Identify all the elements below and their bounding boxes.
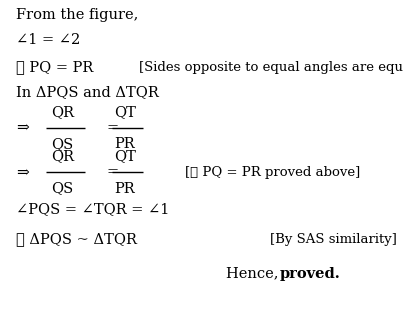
Text: Hence,: Hence, bbox=[226, 267, 283, 281]
Text: =: = bbox=[107, 165, 119, 179]
Text: QT: QT bbox=[114, 149, 136, 163]
Text: ∴ PQ = PR: ∴ PQ = PR bbox=[16, 60, 93, 75]
Text: =: = bbox=[107, 121, 119, 135]
Text: [By SAS similarity]: [By SAS similarity] bbox=[270, 233, 397, 246]
Text: QR: QR bbox=[51, 105, 74, 119]
Text: PR: PR bbox=[114, 137, 135, 151]
Text: QR: QR bbox=[51, 149, 74, 163]
Text: In ΔPQS and ΔTQR: In ΔPQS and ΔTQR bbox=[16, 85, 159, 99]
Text: proved.: proved. bbox=[280, 267, 341, 281]
Text: ∠1 = ∠2: ∠1 = ∠2 bbox=[16, 32, 80, 47]
Text: PR: PR bbox=[114, 181, 135, 196]
Text: ∠PQS = ∠TQR = ∠1: ∠PQS = ∠TQR = ∠1 bbox=[16, 202, 170, 216]
Text: ∴ ΔPQS ~ ΔTQR: ∴ ΔPQS ~ ΔTQR bbox=[16, 232, 137, 246]
Text: [Sides opposite to equal angles are equal]: [Sides opposite to equal angles are equa… bbox=[139, 61, 403, 74]
Text: QT: QT bbox=[114, 105, 136, 119]
Text: QS: QS bbox=[51, 137, 74, 151]
Text: [∴ PQ = PR proved above]: [∴ PQ = PR proved above] bbox=[185, 166, 361, 179]
Text: ⇒: ⇒ bbox=[16, 121, 29, 135]
Text: ⇒: ⇒ bbox=[16, 165, 29, 179]
Text: QS: QS bbox=[51, 181, 74, 196]
Text: From the figure,: From the figure, bbox=[16, 7, 139, 22]
